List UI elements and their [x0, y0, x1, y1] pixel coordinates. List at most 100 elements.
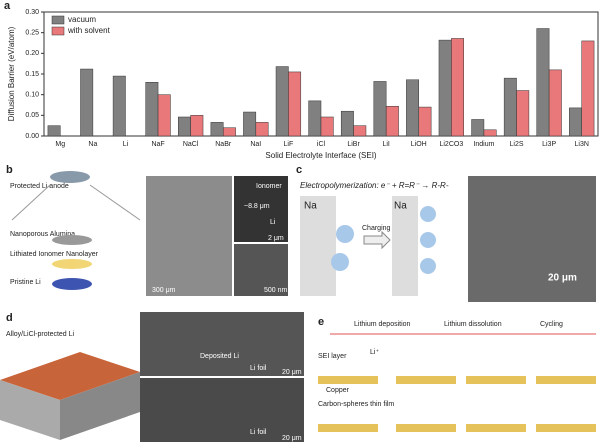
bar	[255, 122, 269, 137]
label: Carbon-spheres thin film	[318, 401, 394, 408]
scale-label: 300 μm	[152, 287, 176, 294]
bar	[308, 100, 322, 137]
substrate	[466, 376, 526, 384]
x-tick-label: Li3N	[575, 141, 589, 148]
bar	[190, 115, 204, 137]
x-axis-label: Solid Electrolyte Interface (SEI)	[265, 151, 376, 160]
scale-label: 20 μm	[548, 273, 577, 284]
label: Pristine Li	[10, 279, 41, 286]
bar	[418, 106, 432, 137]
disc	[52, 259, 92, 269]
bar	[178, 116, 191, 137]
bar	[145, 82, 159, 137]
panel-label: a	[4, 0, 11, 12]
y-tick-label: 0.05	[25, 112, 39, 119]
x-tick-label: Li	[123, 141, 129, 148]
sem-image	[140, 312, 304, 376]
disc	[52, 235, 92, 245]
x-tick-label: NaI	[250, 141, 261, 148]
bar	[483, 129, 497, 137]
label: SEI layer	[318, 353, 347, 360]
bar	[157, 94, 171, 137]
label: Cycling	[540, 321, 563, 328]
bar	[385, 105, 399, 137]
x-tick-label: Li2CO3	[439, 141, 463, 148]
bar	[80, 68, 94, 137]
connector	[11, 184, 51, 221]
electrode	[392, 196, 418, 296]
label: Li⁺	[370, 349, 379, 356]
layer	[60, 372, 140, 440]
scale-label: 20 μm	[282, 435, 302, 442]
substrate	[396, 376, 456, 384]
label: Lithium dissolution	[444, 321, 502, 328]
x-tick-label: Na	[88, 141, 97, 148]
x-tick-label: Li2S	[510, 141, 524, 148]
sem-image	[234, 176, 288, 242]
ion	[420, 232, 436, 248]
bar	[516, 90, 530, 137]
panel-label: c	[296, 164, 302, 176]
bar	[569, 107, 582, 137]
equation: Electropolymerization: e⁻ + R=R⁻ → R-R-	[300, 181, 449, 190]
legend-swatch	[51, 15, 65, 25]
bar	[406, 79, 420, 137]
y-tick-label: 0.15	[25, 71, 39, 78]
x-tick-label: NaCl	[183, 141, 199, 148]
electrode	[300, 196, 336, 296]
x-tick-label: LiF	[284, 141, 294, 148]
label: Ionomer	[256, 183, 282, 190]
bar	[210, 122, 224, 137]
sem-image	[468, 176, 596, 302]
label: Alloy/LiCl-protected Li	[6, 331, 75, 338]
ion	[420, 206, 436, 222]
scale-label: 500 nm	[264, 287, 288, 294]
bar	[275, 66, 289, 137]
scale-label: 20 μm	[282, 369, 302, 376]
layer	[0, 352, 140, 400]
label: Nanoporous Alumina	[10, 231, 75, 238]
label: Li	[270, 219, 276, 226]
label: Protected Li anode	[10, 183, 69, 190]
bar	[353, 125, 367, 137]
bar	[503, 77, 517, 137]
label: Na	[304, 201, 317, 212]
disc	[52, 278, 92, 290]
scale-label: 2 μm	[268, 235, 284, 242]
arrow	[363, 230, 391, 250]
sem-image	[234, 244, 288, 296]
label: Li foil	[250, 429, 267, 436]
sem-image	[146, 176, 232, 296]
label: ~8.8 μm	[244, 203, 270, 210]
substrate	[396, 424, 456, 432]
label: Na	[394, 201, 407, 212]
panel-label: e	[318, 316, 324, 328]
label: Copper	[326, 387, 350, 394]
legend-label: vacuum	[68, 15, 96, 24]
y-tick-label: 0.10	[25, 92, 39, 99]
bar	[471, 119, 485, 137]
y-axis-label: Diffusion Barrier (eV/atom)	[7, 26, 16, 121]
substrate	[466, 424, 526, 432]
ion	[336, 225, 354, 243]
label: Li foil	[250, 365, 267, 372]
bar	[373, 81, 387, 137]
bar	[451, 38, 464, 137]
bar	[581, 40, 595, 137]
ion	[331, 253, 349, 271]
legend-label: with solvent	[67, 26, 111, 35]
substrate	[536, 424, 596, 432]
layer	[0, 380, 60, 440]
substrate	[318, 376, 378, 384]
substrate	[318, 424, 378, 432]
panel-label: d	[6, 312, 13, 324]
legend-swatch	[51, 26, 65, 36]
bar	[47, 125, 61, 137]
substrate	[536, 376, 596, 384]
sem-image	[140, 378, 304, 442]
label: Charging	[362, 225, 391, 232]
bar	[340, 110, 354, 137]
x-tick-label: LiBr	[347, 141, 360, 148]
y-tick-label: 0.25	[25, 30, 39, 37]
